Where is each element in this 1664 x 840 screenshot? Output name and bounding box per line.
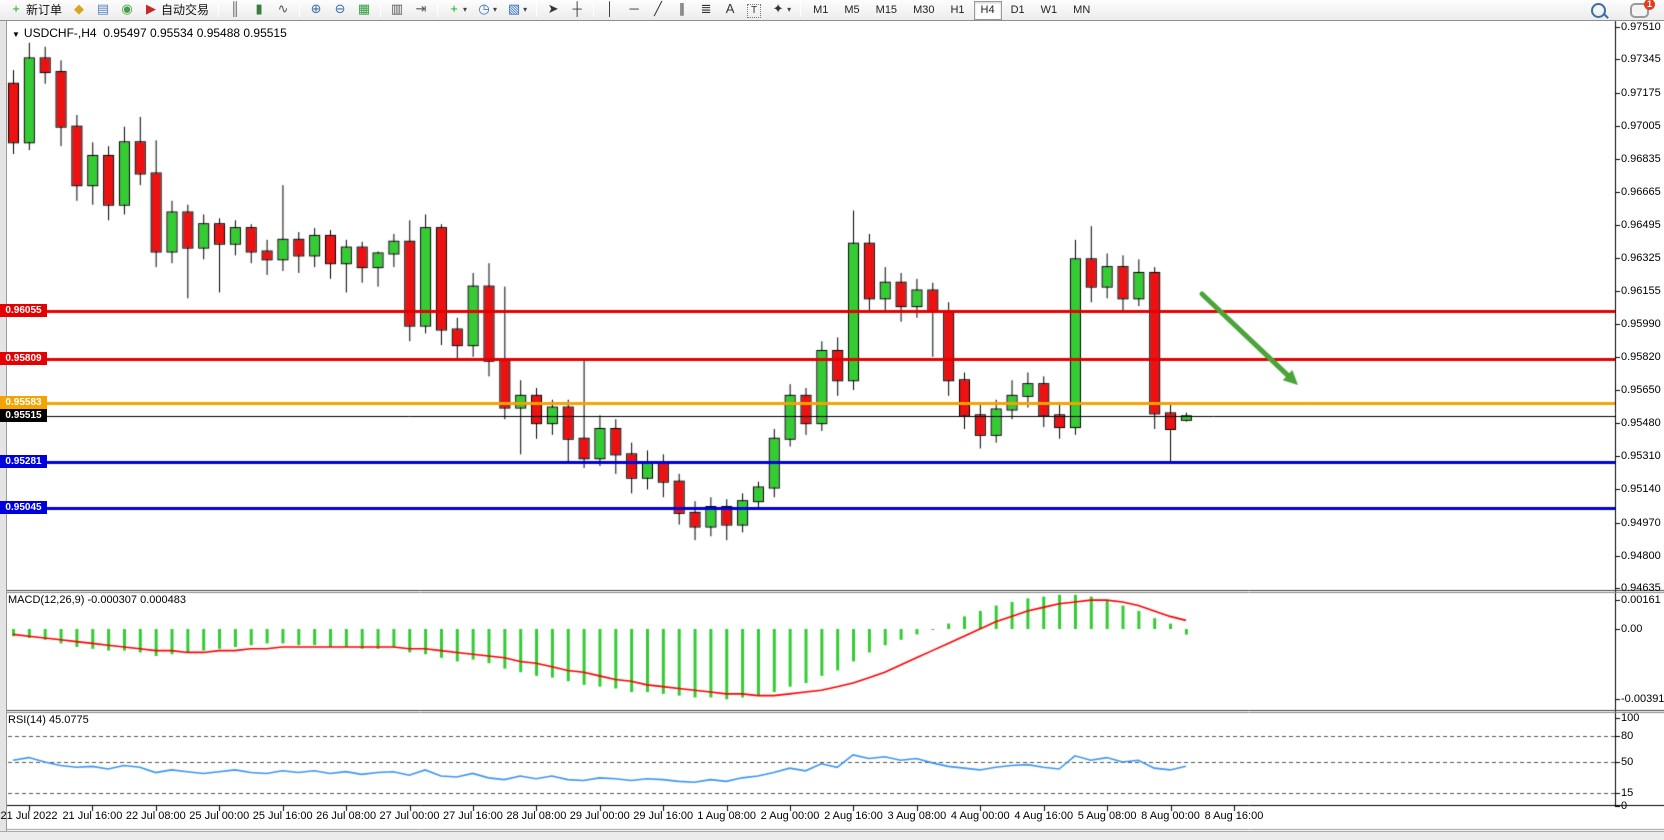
dropdown-caret-icon: ▾ (523, 4, 528, 14)
navigator-icon-button[interactable]: ▤ (92, 0, 114, 19)
search-icon (1591, 2, 1606, 18)
dropdown-caret-icon: ▾ (787, 4, 792, 14)
equidistant-channel-button[interactable]: ∥ (671, 0, 693, 19)
tf-m30-button[interactable]: M30 (906, 1, 941, 20)
arrows-button[interactable]: ✦ ▾ (767, 0, 795, 19)
toolbar-separator (593, 0, 595, 17)
tf-h4-button-label: H4 (980, 4, 995, 16)
text-button[interactable]: A (719, 0, 741, 19)
tf-m5-button-label: M5 (844, 4, 860, 16)
crosshair-icon: ┼ (572, 1, 582, 16)
new-order-button[interactable]: + 新订单 (5, 0, 66, 19)
tf-w1-button[interactable]: W1 (1034, 1, 1065, 20)
tile-windows-icon: ▦ (357, 1, 371, 16)
tf-m1-button-label: M1 (813, 4, 829, 16)
auto-arrange-icon: ▥ (390, 1, 404, 16)
tf-mn-button-label: MN (1073, 4, 1091, 16)
indicators-icon: + (450, 1, 458, 16)
toolbar-separator (800, 0, 802, 17)
navigator-icon-icon: ▤ (96, 1, 110, 16)
toolbar-separator (299, 0, 301, 17)
vertical-line-icon: │ (606, 1, 615, 16)
new-order-icon: + (12, 1, 20, 16)
label-icon: T (747, 4, 762, 18)
tf-m1-button[interactable]: M1 (806, 1, 835, 20)
horizontal-line-button[interactable]: ─ (623, 0, 645, 19)
zoom-in-icon: ⊕ (310, 1, 322, 16)
zoom-in-button[interactable]: ⊕ (305, 0, 327, 19)
templates-icon: ▧ (507, 1, 521, 16)
bottom-edge-strip (0, 831, 1664, 840)
tf-d1-button-label: D1 (1010, 4, 1025, 16)
tf-m15-button[interactable]: M15 (869, 1, 904, 20)
toolbar-separator (218, 0, 220, 17)
chat-bubble-icon: 1 (1630, 0, 1655, 18)
cursor-button[interactable]: ➤ (542, 0, 564, 19)
fibonacci-button[interactable]: ≣ (695, 0, 717, 19)
arrows-icon: ✦ (772, 1, 784, 16)
periods-icon: ◷ (478, 1, 490, 16)
text-icon: A (725, 1, 735, 16)
trendline-button[interactable]: ╱ (647, 0, 669, 19)
left-edge-strip (0, 21, 7, 840)
market-watch-icon-button[interactable]: ◆ (68, 0, 90, 19)
candlestick-button[interactable]: ▮ (248, 0, 270, 19)
autotrading-button[interactable]: ▶ 自动交易 (140, 0, 213, 19)
tf-d1-button[interactable]: D1 (1004, 1, 1032, 20)
tf-mn-button[interactable]: MN (1066, 1, 1097, 20)
signals-icon-button[interactable]: ◉ (116, 0, 138, 19)
crosshair-button[interactable]: ┼ (566, 0, 588, 19)
dropdown-caret-icon: ▾ (463, 4, 468, 14)
vertical-line-button[interactable]: │ (599, 0, 621, 19)
toolbar-separator (437, 0, 439, 17)
templates-button[interactable]: ▧ ▾ (503, 0, 531, 19)
dropdown-caret-icon: ▾ (493, 4, 498, 14)
signals-icon-icon: ◉ (121, 1, 133, 16)
tf-h4-button[interactable]: H4 (973, 0, 1002, 20)
market-watch-icon-icon: ◆ (74, 1, 85, 16)
equidistant-channel-icon: ∥ (678, 1, 686, 16)
chart-shift-button[interactable]: ⇥ (410, 0, 432, 19)
tile-windows-button[interactable]: ▦ (353, 0, 375, 19)
auto-arrange-button[interactable]: ▥ (386, 0, 408, 19)
periods-button[interactable]: ◷ ▾ (473, 0, 501, 19)
notification-badge: 1 (1644, 0, 1655, 10)
new-order-button-label: 新订单 (26, 2, 63, 17)
horizontal-line-icon: ─ (629, 1, 639, 16)
tf-w1-button-label: W1 (1040, 4, 1058, 16)
line-chart-button[interactable]: ∿ (272, 0, 294, 19)
tf-h1-button[interactable]: H1 (943, 1, 971, 20)
trendline-icon: ╱ (654, 1, 662, 16)
tf-m30-button-label: M30 (913, 4, 935, 16)
tf-h1-button-label: H1 (950, 4, 965, 16)
zoom-out-icon: ⊖ (334, 1, 346, 16)
notifications-button[interactable]: 1 (1612, 0, 1655, 20)
chart-shift-icon: ⇥ (415, 1, 427, 16)
fibonacci-icon: ≣ (700, 1, 712, 16)
cursor-icon: ➤ (547, 1, 559, 16)
tf-m15-button-label: M15 (875, 4, 898, 16)
bar-chart-icon: ║ (230, 1, 240, 16)
toolbar: + 新订单 ◆ ▤ ◉ ▶ 自动交易 ║ ▮ ∿ ⊕ ⊖ ▦ ▥ ⇥ + ▾ ◷ ▾ ▧ ▾ ➤ ┼ │ ─ ╱ ∥ ≣ A T ✦ ▾ M1 M… (0, 0, 1664, 21)
autotrading-button-label: 自动交易 (161, 2, 210, 17)
indicators-button[interactable]: + ▾ (443, 0, 471, 19)
candlestick-icon: ▮ (255, 1, 263, 16)
line-chart-icon: ∿ (277, 1, 289, 16)
toolbar-separator (536, 0, 538, 17)
label-button[interactable]: T (743, 1, 765, 21)
bar-chart-button[interactable]: ║ (224, 0, 246, 19)
search-button[interactable] (1587, 0, 1610, 20)
tf-m5-button[interactable]: M5 (837, 1, 866, 20)
autotrading-icon: ▶ (146, 1, 157, 16)
toolbar-separator (380, 0, 382, 17)
zoom-out-button[interactable]: ⊖ (329, 0, 351, 19)
